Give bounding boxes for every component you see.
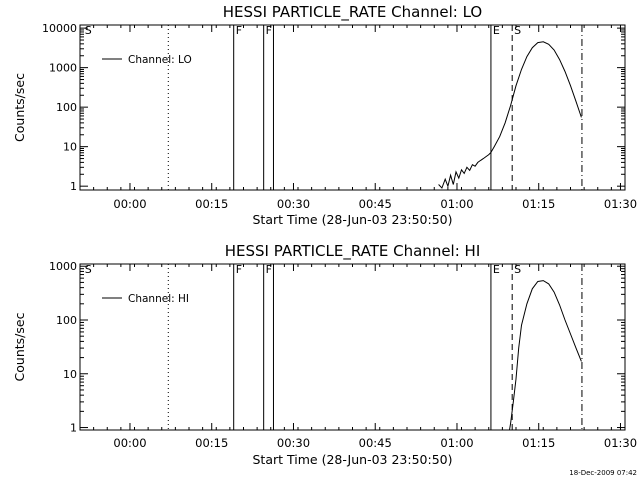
x-tick-label: 00:00 bbox=[113, 197, 146, 211]
flag-label: S bbox=[514, 24, 521, 37]
y-tick-label: 10 bbox=[63, 368, 77, 381]
x-tick-label: 00:15 bbox=[195, 197, 228, 211]
y-tick-label: 100 bbox=[56, 101, 77, 114]
flag-label: F bbox=[236, 263, 242, 276]
data-series-line bbox=[509, 280, 582, 431]
x-tick-label: 01:00 bbox=[440, 436, 473, 450]
x-tick-label: 00:45 bbox=[359, 197, 392, 211]
y-axis-label: Counts/sec bbox=[12, 312, 27, 381]
x-tick-label: 00:30 bbox=[277, 436, 310, 450]
data-series-line bbox=[438, 41, 582, 189]
x-tick-label: 00:45 bbox=[359, 436, 392, 450]
x-tick-label: 01:15 bbox=[522, 197, 555, 211]
plot-frame bbox=[79, 263, 626, 431]
y-tick-label: 1 bbox=[70, 422, 77, 435]
y-axis-label: Counts/sec bbox=[12, 73, 27, 142]
y-tick-label: 1000 bbox=[49, 62, 77, 75]
x-axis-label: Start Time (28-Jun-03 23:50:50) bbox=[253, 452, 453, 467]
flag-label: S bbox=[514, 263, 521, 276]
y-tick-label: 10 bbox=[63, 141, 77, 154]
plot-frame bbox=[79, 24, 626, 191]
flag-label: F bbox=[266, 24, 272, 37]
x-tick-label: 00:30 bbox=[277, 197, 310, 211]
flag-label: S bbox=[85, 263, 92, 276]
chart-title: HESSI PARTICLE_RATE Channel: HI bbox=[225, 242, 481, 261]
x-axis-label: Start Time (28-Jun-03 23:50:50) bbox=[253, 212, 453, 227]
y-tick-label: 100 bbox=[56, 314, 77, 327]
y-tick-label: 10000 bbox=[42, 22, 77, 35]
x-tick-label: 00:00 bbox=[113, 436, 146, 450]
x-tick-label: 01:00 bbox=[440, 197, 473, 211]
flag-label: F bbox=[266, 263, 272, 276]
x-tick-label: 01:15 bbox=[522, 436, 555, 450]
x-tick-label: 01:30 bbox=[604, 436, 637, 450]
flag-label: S bbox=[85, 24, 92, 37]
flag-label: F bbox=[236, 24, 242, 37]
y-tick-label: 1000 bbox=[49, 260, 77, 273]
x-tick-label: 01:30 bbox=[604, 197, 637, 211]
legend-label: Channel: HI bbox=[128, 293, 189, 305]
y-tick-label: 1 bbox=[70, 180, 77, 193]
panel-lo: HESSI PARTICLE_RATE Channel: LO 00:00 00:1… bbox=[12, 3, 637, 227]
chart-title: HESSI PARTICLE_RATE Channel: LO bbox=[223, 3, 482, 22]
flag-label: E bbox=[493, 263, 500, 276]
panel-hi: HESSI PARTICLE_RATE Channel: HI 00:00 00:1… bbox=[12, 242, 637, 467]
legend-label: Channel: LO bbox=[128, 54, 192, 66]
flag-label: E bbox=[493, 24, 500, 37]
x-tick-label: 00:15 bbox=[195, 436, 228, 450]
footer-timestamp: 18-Dec-2009 07:42 bbox=[569, 469, 637, 477]
